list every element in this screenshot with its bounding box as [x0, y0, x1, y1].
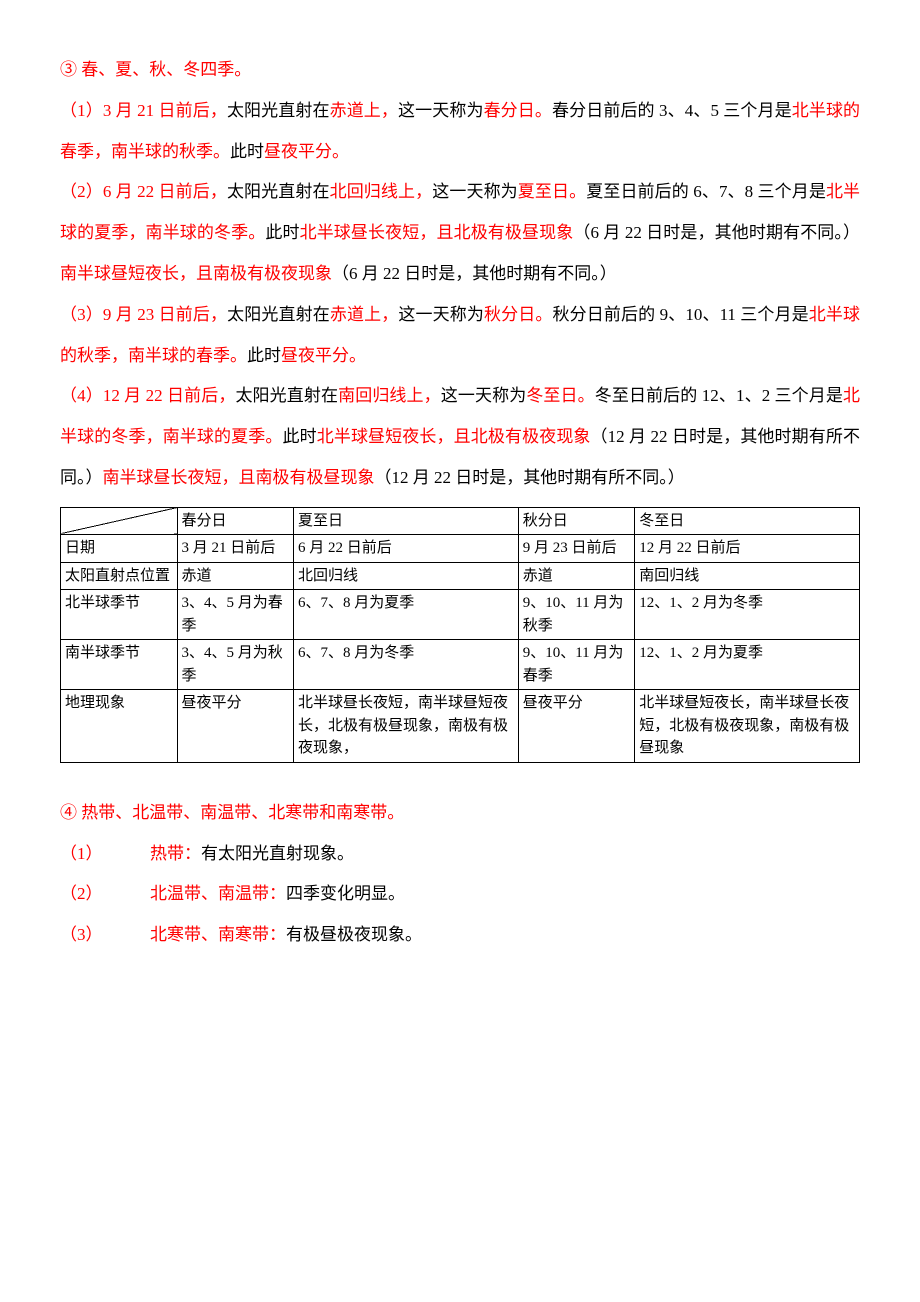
- table-row: 南半球季节 3、4、5 月为秋季 6、7、8 月为冬季 9、10、11 月为春季…: [61, 640, 860, 690]
- t: 夏至日。: [518, 182, 586, 201]
- t: 太阳光直射在: [227, 182, 330, 201]
- cell: 昼夜平分: [518, 690, 635, 763]
- row-label: 北半球季节: [61, 590, 178, 640]
- zone-num: （3）: [60, 915, 100, 956]
- t: 这一天称为: [432, 182, 518, 201]
- t: 太阳光直射在: [227, 305, 330, 324]
- row-label: 南半球季节: [61, 640, 178, 690]
- table-row: 日期 3 月 21 日前后 6 月 22 日前后 9 月 23 日前后 12 月…: [61, 535, 860, 563]
- cell: 3 月 21 日前后: [177, 535, 294, 563]
- table-header: 冬至日: [635, 507, 860, 535]
- t: 赤道上，: [330, 101, 398, 120]
- t: （6 月 22 日时是，其他时期有不同。）: [573, 223, 860, 242]
- t: 这一天称为: [398, 305, 484, 324]
- cell: 9、10、11 月为秋季: [518, 590, 635, 640]
- cell: 昼夜平分: [177, 690, 294, 763]
- para-summer: （2）6 月 22 日前后，太阳光直射在北回归线上，这一天称为夏至日。夏至日前后…: [60, 172, 860, 294]
- t: （6 月 22 日时是，其他时期有不同。）: [332, 264, 617, 283]
- section4-title: ④ 热带、北温带、南温带、北寒带和南寒带。: [60, 793, 860, 834]
- t: （2）6 月 22 日前后，: [60, 182, 227, 201]
- row-label: 太阳直射点位置: [61, 562, 178, 590]
- t: 春分日。: [484, 101, 552, 120]
- t: （4）12 月 22 日前后，: [60, 386, 235, 405]
- row-label: 日期: [61, 535, 178, 563]
- zone-item: （1） 热带：有太阳光直射现象。: [60, 834, 860, 875]
- table-header: [61, 507, 178, 535]
- cell: 北半球昼长夜短，南半球昼短夜长，北极有极昼现象，南极有极夜现象，: [294, 690, 519, 763]
- t: 这一天称为: [398, 101, 484, 120]
- t: 北回归线上，: [330, 182, 433, 201]
- cell: 3、4、5 月为秋季: [177, 640, 294, 690]
- t: （12 月 22 日时是，其他时期有所不同。）: [375, 468, 685, 487]
- t: 此时: [230, 142, 264, 161]
- cell: 北半球昼短夜长，南半球昼长夜短，北极有极夜现象，南极有极昼现象: [635, 690, 860, 763]
- row-label: 地理现象: [61, 690, 178, 763]
- cell: 9 月 23 日前后: [518, 535, 635, 563]
- t: 冬至日前后的 12、1、2 三个月是: [595, 386, 843, 405]
- t: 秋分日。: [484, 305, 553, 324]
- cell: 6、7、8 月为冬季: [294, 640, 519, 690]
- cell: 南回归线: [635, 562, 860, 590]
- t: 北半球昼长夜短，且北极有极昼现象: [300, 223, 574, 242]
- t: 这一天称为: [441, 386, 527, 405]
- zone-desc: 有极昼极夜现象。: [286, 925, 422, 944]
- t: （1）3 月 21 日前后，: [60, 101, 227, 120]
- cell: 12、1、2 月为夏季: [635, 640, 860, 690]
- t: 南回归线上，: [338, 386, 441, 405]
- table-row: 太阳直射点位置 赤道 北回归线 赤道 南回归线: [61, 562, 860, 590]
- zone-num: （1）: [60, 834, 100, 875]
- t: 南半球昼长夜短，且南极有极昼现象: [103, 468, 375, 487]
- t: 春分日前后的 3、4、5 三个月是: [552, 101, 792, 120]
- t: 此时: [282, 427, 316, 446]
- zone-name: 热带：: [150, 844, 201, 863]
- t: 此时: [265, 223, 299, 242]
- t: （3）9 月 23 日前后，: [60, 305, 227, 324]
- cell: 3、4、5 月为春季: [177, 590, 294, 640]
- cell: 9、10、11 月为春季: [518, 640, 635, 690]
- table-header: 秋分日: [518, 507, 635, 535]
- t: 冬至日。: [526, 386, 594, 405]
- t: 赤道上，: [330, 305, 399, 324]
- cell: 6、7、8 月为夏季: [294, 590, 519, 640]
- para-winter: （4）12 月 22 日前后，太阳光直射在南回归线上，这一天称为冬至日。冬至日前…: [60, 376, 860, 498]
- section3-title: ③ 春、夏、秋、冬四季。: [60, 50, 860, 91]
- cell: 赤道: [177, 562, 294, 590]
- zone-desc: 四季变化明显。: [286, 884, 405, 903]
- t: 太阳光直射在: [235, 386, 338, 405]
- solar-terms-table: 春分日 夏至日 秋分日 冬至日 日期 3 月 21 日前后 6 月 22 日前后…: [60, 507, 860, 763]
- cell: 赤道: [518, 562, 635, 590]
- table-row: 地理现象 昼夜平分 北半球昼长夜短，南半球昼短夜长，北极有极昼现象，南极有极夜现…: [61, 690, 860, 763]
- table-header-row: 春分日 夏至日 秋分日 冬至日: [61, 507, 860, 535]
- zone-item: （3） 北寒带、南寒带：有极昼极夜现象。: [60, 915, 860, 956]
- zone-name: 北寒带、南寒带：: [150, 925, 286, 944]
- para-autumn: （3）9 月 23 日前后，太阳光直射在赤道上，这一天称为秋分日。秋分日前后的 …: [60, 295, 860, 377]
- t: 秋分日前后的 9、10、11 三个月是: [552, 305, 808, 324]
- zone-name: 北温带、南温带：: [150, 884, 286, 903]
- para-spring: （1）3 月 21 日前后，太阳光直射在赤道上，这一天称为春分日。春分日前后的 …: [60, 91, 860, 173]
- cell: 12 月 22 日前后: [635, 535, 860, 563]
- cell: 6 月 22 日前后: [294, 535, 519, 563]
- zone-num: （2）: [60, 874, 100, 915]
- t: 昼夜平分。: [281, 346, 366, 365]
- t: 此时: [247, 346, 281, 365]
- cell: 12、1、2 月为冬季: [635, 590, 860, 640]
- t: 南半球昼短夜长，且南极有极夜现象: [60, 264, 332, 283]
- cell: 北回归线: [294, 562, 519, 590]
- t: 昼夜平分。: [264, 142, 349, 161]
- t: 夏至日前后的 6、7、8 三个月是: [586, 182, 826, 201]
- table-header: 夏至日: [294, 507, 519, 535]
- t: 太阳光直射在: [227, 101, 330, 120]
- t: 北半球昼短夜长，且北极有极夜现象: [317, 427, 591, 446]
- zone-desc: 有太阳光直射现象。: [201, 844, 354, 863]
- table-header: 春分日: [177, 507, 294, 535]
- table-row: 北半球季节 3、4、5 月为春季 6、7、8 月为夏季 9、10、11 月为秋季…: [61, 590, 860, 640]
- zone-item: （2） 北温带、南温带：四季变化明显。: [60, 874, 860, 915]
